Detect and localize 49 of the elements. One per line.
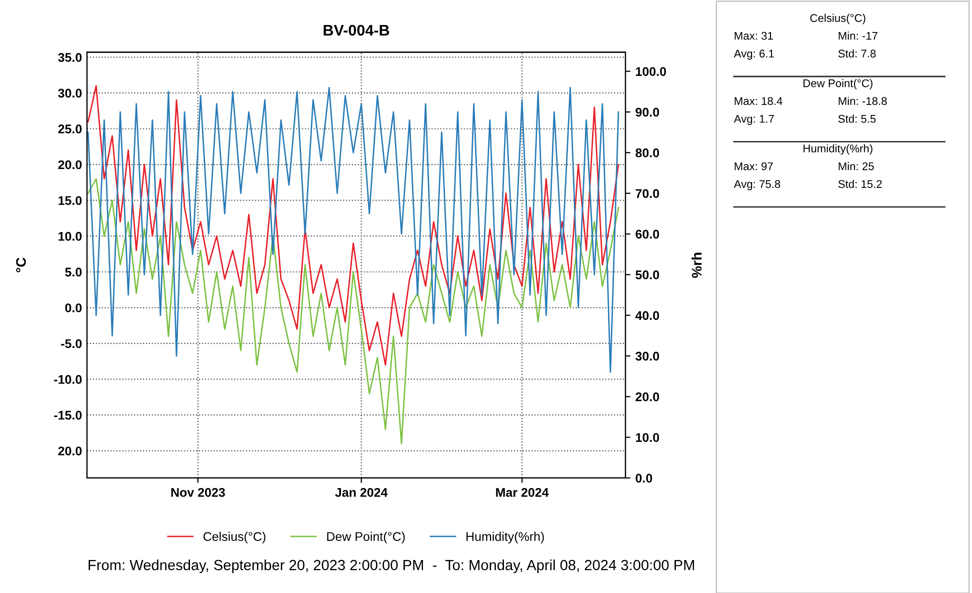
line-series: [87, 178, 620, 444]
y2-tick-label: 60.0: [636, 230, 660, 239]
y-tick-label: 0.0: [65, 303, 82, 312]
legend-label: Dew Point(°C): [327, 532, 405, 544]
y-tick-label: 20.0: [58, 160, 82, 170]
y2-tick-label: 100.0: [636, 67, 666, 76]
x-tick-label: Jan 2024: [335, 488, 388, 497]
y2-tick-label: 10.0: [636, 433, 660, 442]
text: Avg: 75.8: [734, 180, 780, 190]
legend-label: Celsius(°C): [203, 532, 266, 544]
y-tick-label: -15.0: [54, 410, 82, 420]
text: Min: -17: [838, 32, 878, 40]
y2-tick-label: 30.0: [635, 352, 660, 361]
text: Min: -18.8: [838, 96, 887, 105]
x-tick-label: Nov 2023: [171, 488, 225, 497]
y2-tick-label: 70.0: [636, 189, 660, 198]
text: Dew Point(°C): [804, 79, 872, 90]
text: Avg: 6.1: [734, 50, 774, 60]
y-tick-label: 30.0: [58, 88, 82, 98]
y-tick-label: 10.0: [58, 232, 82, 241]
chart-title: BV-004-B: [324, 24, 390, 36]
y-tick-label: 35.0: [58, 52, 82, 62]
text: Max: 18.4: [734, 97, 782, 105]
text: Max: 31: [734, 32, 773, 40]
y-tick-label: 20.0: [58, 446, 82, 456]
text: Max: 97: [734, 162, 773, 170]
y2-tick-label: 50.0: [636, 270, 660, 280]
x-tick-label: Mar 2024: [496, 488, 549, 497]
y-tick-label: -10.0: [54, 375, 82, 384]
y2-tick-label: 0.0: [636, 474, 652, 483]
y2-tick-label: 40.0: [635, 311, 660, 320]
y-tick-label: 25.0: [58, 124, 82, 134]
y2-tick-label: 80.0: [636, 148, 660, 158]
text: Celsius(°C): [810, 14, 866, 24]
y2-axis-title: %rh: [691, 252, 702, 278]
y-axis-title: °C: [16, 258, 26, 272]
text: Std: 7.8: [838, 49, 876, 58]
y2-tick-label: 20.0: [636, 392, 660, 402]
text: Avg: 1.7: [734, 115, 774, 125]
text: Humidity(%rh): [804, 144, 872, 155]
y-tick-label: 15.0: [58, 196, 82, 205]
legend-label: Humidity(%rh): [466, 532, 544, 544]
text: From: Wednesday, September 20, 2023 2:00:00 PM - To: Monday, April 08, 2024 3:00:00 PM: [88, 560, 694, 574]
text: Std: 15.2: [838, 180, 882, 188]
y-tick-label: 5.0: [65, 268, 82, 277]
text: Min: 25: [838, 162, 874, 170]
y-tick-label: -5.0: [61, 339, 82, 348]
y2-tick-label: 90.0: [636, 108, 660, 117]
text: Std: 5.5: [838, 114, 876, 123]
